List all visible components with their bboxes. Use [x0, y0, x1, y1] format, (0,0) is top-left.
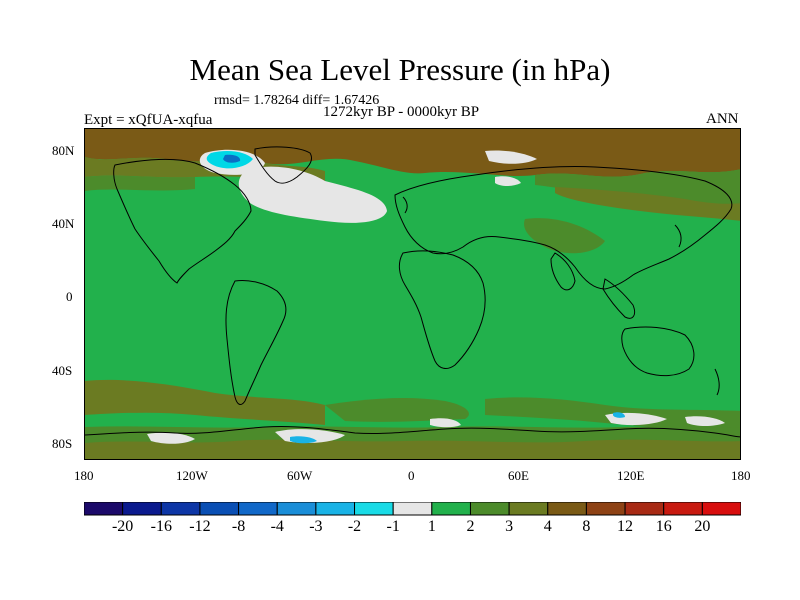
colorbar: [84, 502, 741, 516]
colorbar-box: [624, 502, 665, 516]
lon-label-120w: 120W: [176, 468, 208, 483]
season-label: ANN: [706, 111, 739, 127]
antarctic-white-1: [147, 432, 195, 444]
arctic-dark-green-patch: [535, 169, 740, 209]
lat-label-40n: 40N: [52, 216, 75, 231]
pressure-map: [84, 128, 741, 460]
lon-label-60w: 60W: [287, 468, 313, 483]
colorbar-label: -12: [189, 518, 211, 535]
colorbar-box: [469, 502, 510, 516]
colorbar-box: [431, 502, 471, 516]
colorbar-box: [199, 502, 240, 516]
se-asia-coast: [602, 278, 636, 319]
experiment-label: Expt = xQfUA-xqfua: [84, 112, 213, 128]
africa-coast: [398, 250, 486, 369]
colorbar-box: [160, 502, 201, 516]
colorbar-label: 3: [505, 518, 514, 535]
colorbar-label: 2: [466, 518, 475, 535]
greenland-coast: [254, 146, 312, 184]
colorbar-label: 12: [617, 518, 634, 535]
antarctica-coast: [85, 425, 740, 438]
colorbar-label: -2: [347, 518, 362, 535]
colorbar-box: [508, 502, 549, 516]
colorbar-box: [585, 502, 626, 516]
indian-ocean-dark: [485, 397, 740, 429]
lat-label-0: 0: [66, 289, 73, 304]
south-atlantic-olive: [325, 398, 469, 422]
lon-label-180e: 180: [731, 468, 751, 483]
uk-coast: [402, 196, 408, 214]
siberia-negative: [485, 150, 537, 164]
south-pacific-olive: [85, 379, 325, 425]
japan-coast: [674, 224, 682, 248]
india-coast: [550, 252, 576, 291]
greenland-core-low: [223, 154, 241, 163]
lon-label-60e: 60E: [508, 468, 529, 483]
lat-label-40s: 40S: [52, 363, 73, 378]
colorbar-box: [84, 502, 124, 516]
pacific-dark-green: [85, 175, 195, 191]
colorbar-box: [547, 502, 587, 516]
lon-label-180w: 180: [74, 468, 94, 483]
colorbar-label: -8: [231, 518, 246, 535]
colorbar-box: [276, 502, 317, 516]
time-period: 1272kyr BP - 0000kyr BP: [323, 104, 480, 120]
kara-negative: [495, 176, 521, 186]
australia-coast: [621, 326, 695, 377]
colorbar-box: [315, 502, 356, 516]
lat-label-80s: 80S: [52, 436, 73, 451]
colorbar-label: 4: [543, 518, 552, 535]
colorbar-label: -4: [270, 518, 284, 535]
colorbar-label: -20: [111, 518, 134, 535]
arctic-positive-band: [85, 129, 740, 177]
lat-label-80n: 80N: [52, 143, 75, 158]
eurasia-coast: [394, 165, 733, 290]
colorbar-box: [238, 502, 278, 516]
north-america-coast: [113, 158, 252, 284]
siberia-olive-patch: [555, 187, 740, 221]
colorbar-box: [354, 502, 394, 516]
south-america-coast: [225, 280, 287, 405]
colorbar-label: -3: [309, 518, 323, 535]
north-atlantic-negative: [238, 166, 387, 223]
coastlines: [85, 146, 740, 438]
colorbar-box: [663, 502, 703, 516]
antarctic-cyan-2: [613, 412, 625, 418]
antarctic-olive: [85, 439, 740, 459]
antarctic-white-4: [685, 416, 725, 426]
colorbar-label: -1: [386, 518, 400, 535]
rmsd-diff-stats: rmsd= 1.78264 diff= 1.67426: [214, 93, 380, 108]
new-zealand-coast: [714, 368, 720, 396]
colorbar-box: [122, 502, 162, 516]
map-title: Mean Sea Level Pressure (in hPa): [189, 52, 611, 87]
colorbar-label: 8: [582, 518, 591, 535]
lon-label-0: 0: [408, 468, 415, 483]
colorbar-box: [392, 502, 433, 516]
colorbar-label: 16: [655, 518, 672, 535]
ross-white: [430, 418, 461, 428]
lon-label-120e: 120E: [617, 468, 645, 483]
antarctic-cyan: [290, 436, 317, 444]
colorbar-label: -16: [150, 518, 172, 535]
colorbar-label: 20: [694, 518, 711, 535]
colorbar-box: [701, 502, 741, 516]
colorbar-label: 1: [427, 518, 436, 535]
